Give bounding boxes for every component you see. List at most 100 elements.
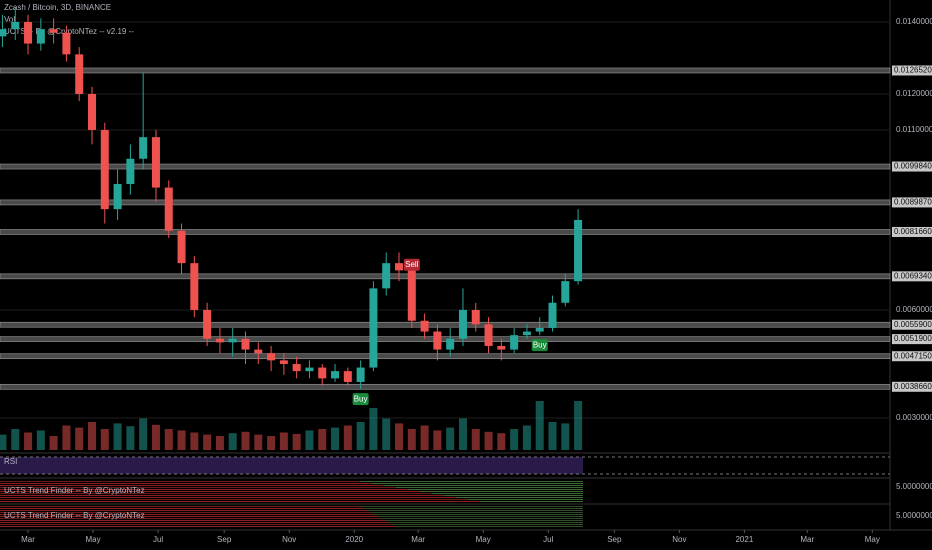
volume-bar (446, 427, 455, 450)
level-line (0, 229, 891, 235)
volume-bar (382, 418, 391, 450)
stripe (0, 518, 583, 519)
candle-body (241, 338, 250, 350)
volume-bar (87, 422, 96, 450)
pane-title: UCTS Trend Finder -- By @CryptoNTez (4, 511, 145, 520)
volume-bar (356, 422, 365, 450)
stripe (480, 501, 583, 502)
candle-body (215, 338, 224, 343)
candle-body (62, 32, 71, 55)
candle-body (0, 29, 7, 37)
stripe (374, 514, 583, 515)
level-line (0, 383, 891, 390)
candle-body (318, 367, 327, 379)
candle-body (574, 219, 583, 282)
candle-body (36, 29, 45, 44)
stripe (0, 489, 583, 490)
candle-body (100, 129, 109, 210)
stripe (0, 516, 583, 517)
stripe (456, 497, 583, 498)
stripe (0, 493, 583, 494)
candle-body (356, 367, 365, 382)
level-line (0, 336, 891, 342)
stripe (408, 489, 583, 490)
trend-stripes (0, 481, 583, 527)
volume-bar (241, 431, 250, 450)
x-tick-label: Sep (607, 535, 622, 544)
volume-bar (24, 432, 33, 450)
indicator-label: Vol (4, 15, 15, 24)
stripe (0, 512, 583, 513)
volume-bar (100, 429, 109, 450)
candle-body (228, 338, 237, 343)
x-tick-label: Mar (800, 535, 814, 544)
signal-box (352, 393, 369, 406)
chart-title: Zcash / Bitcoin, 3D, BINANCE (4, 3, 111, 12)
stripe (0, 524, 583, 525)
stripe (0, 506, 583, 507)
level-label-box (892, 381, 932, 392)
volume-bar (458, 418, 467, 450)
stripe (367, 510, 583, 511)
x-tick-label: Nov (672, 535, 686, 544)
stripe (388, 522, 583, 523)
candle-body (433, 331, 442, 350)
volume-bar (318, 429, 327, 450)
stripe (392, 524, 583, 525)
stripe (396, 526, 583, 527)
volume-bar (548, 422, 557, 450)
stripe (0, 499, 583, 500)
stripe (384, 485, 583, 486)
stripe (0, 487, 583, 488)
volume-bar (215, 436, 224, 450)
candle-body (471, 309, 480, 325)
candle-body (395, 263, 404, 271)
volume-bar (0, 434, 7, 450)
candle-body (164, 187, 173, 231)
volume-bar (522, 425, 531, 450)
volume-bar (228, 433, 237, 450)
candle-body (292, 363, 301, 372)
volume-bar (343, 425, 352, 450)
volume-bar (49, 436, 58, 450)
indicator-label: UCTS -- By @CryptoNTez -- v2.19 -- (4, 27, 134, 36)
candle-body (369, 288, 378, 368)
volume-bar (36, 430, 45, 450)
stripe (0, 481, 583, 482)
candle-body (382, 263, 391, 289)
candle-body (331, 371, 340, 379)
pane-title: RSI (4, 457, 17, 466)
volume-bar (279, 432, 288, 450)
volume-bar (574, 401, 583, 450)
volume-bar (420, 425, 429, 450)
stripe (372, 483, 583, 484)
level-line (0, 273, 891, 280)
stripe (432, 493, 583, 494)
volume-bar (164, 429, 173, 450)
x-tick-label: Sep (217, 535, 232, 544)
candle-body (446, 338, 455, 350)
volume-bar (407, 429, 416, 450)
candle-body (151, 137, 160, 188)
candle-body (535, 327, 544, 332)
candle-body (522, 331, 531, 336)
candle-body (279, 360, 288, 364)
x-tick-label: May (476, 535, 491, 544)
volume-bar (203, 434, 212, 450)
level-line (0, 353, 891, 360)
volume-bar (395, 423, 404, 450)
stripe (0, 501, 583, 502)
stripe (0, 495, 583, 496)
candle-body (305, 367, 314, 372)
x-tick-label: May (85, 535, 100, 544)
stripe (0, 522, 583, 523)
